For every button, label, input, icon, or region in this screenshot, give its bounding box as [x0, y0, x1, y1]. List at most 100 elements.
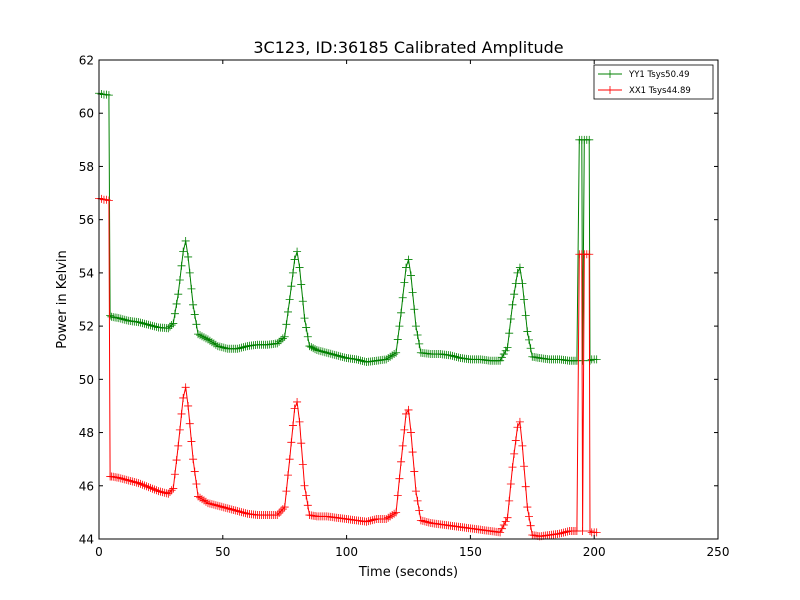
data-point	[287, 282, 296, 291]
data-point	[415, 339, 424, 348]
data-point	[397, 308, 406, 317]
y-tick-label: 44	[79, 533, 94, 547]
data-point	[120, 475, 129, 484]
x-tick-label: 0	[95, 545, 103, 559]
data-point	[138, 319, 147, 328]
data-point	[235, 344, 244, 353]
data-point	[557, 529, 566, 538]
data-point	[152, 322, 161, 331]
legend-label: YY1 Tsys50.49	[628, 70, 690, 80]
data-point	[106, 311, 115, 320]
data-point	[592, 355, 601, 364]
data-point	[561, 528, 570, 537]
data-point	[219, 343, 228, 352]
data-point	[187, 437, 196, 446]
series-0	[95, 89, 601, 367]
data-point	[146, 483, 155, 492]
data-point	[510, 449, 519, 458]
data-point	[136, 479, 145, 488]
data-point	[410, 305, 419, 314]
data-point	[521, 482, 530, 491]
data-point	[169, 319, 178, 328]
data-point	[287, 438, 296, 447]
data-point	[223, 504, 232, 513]
data-point	[194, 330, 203, 339]
data-point	[454, 353, 463, 362]
data-point	[231, 506, 240, 515]
data-point	[497, 524, 506, 533]
data-point	[508, 463, 517, 472]
data-point	[510, 290, 519, 299]
data-point	[555, 529, 564, 538]
data-point	[332, 351, 341, 360]
data-point	[411, 322, 420, 331]
data-point	[402, 263, 411, 272]
data-point	[515, 417, 524, 426]
data-point	[496, 356, 505, 365]
data-point	[154, 487, 163, 496]
data-point	[322, 348, 331, 357]
data-point	[169, 484, 178, 493]
data-point	[209, 500, 218, 509]
data-point	[358, 356, 367, 365]
data-point	[585, 135, 594, 144]
data-point	[273, 511, 282, 520]
data-point	[406, 428, 415, 437]
data-point	[300, 314, 309, 323]
data-point	[416, 516, 425, 525]
legend-label: XX1 Tsys44.89	[629, 86, 691, 96]
x-axis-label: Time (seconds)	[358, 565, 458, 580]
data-point	[352, 355, 361, 364]
data-point	[520, 295, 529, 304]
data-point	[207, 500, 216, 509]
data-point	[297, 280, 306, 289]
y-tick-label: 56	[79, 213, 94, 227]
data-point	[408, 288, 417, 297]
data-point	[368, 516, 377, 525]
x-tick-label: 200	[583, 545, 606, 559]
data-point	[136, 318, 145, 327]
data-point	[146, 321, 155, 330]
data-point	[114, 473, 123, 482]
data-point	[303, 501, 312, 510]
data-point	[275, 337, 284, 346]
data-point	[219, 503, 228, 512]
data-point	[184, 401, 193, 410]
data-point	[150, 485, 159, 494]
data-point	[213, 342, 222, 351]
series-1	[95, 194, 601, 541]
data-point	[390, 509, 399, 518]
data-point	[503, 513, 512, 522]
data-point	[390, 350, 399, 359]
data-point	[128, 477, 137, 486]
data-point	[221, 503, 230, 512]
data-point	[280, 503, 289, 512]
data-point	[320, 348, 329, 357]
data-point	[239, 343, 248, 352]
data-point	[185, 419, 194, 428]
data-point	[506, 480, 515, 489]
data-point	[499, 350, 508, 359]
data-point	[395, 322, 404, 331]
data-point	[126, 476, 135, 485]
plot-frame	[98, 59, 719, 540]
data-point	[201, 497, 210, 506]
data-point	[221, 344, 230, 353]
data-point	[305, 342, 314, 351]
data-point	[124, 476, 133, 485]
data-point	[338, 352, 347, 361]
data-point	[213, 501, 222, 510]
data-point	[144, 483, 153, 492]
data-point	[229, 505, 238, 514]
data-point	[450, 352, 459, 361]
data-point	[217, 343, 226, 352]
data-point	[285, 295, 294, 304]
data-point	[122, 316, 131, 325]
data-point	[280, 332, 289, 341]
data-point	[227, 505, 236, 514]
data-point	[400, 425, 409, 434]
data-point	[290, 255, 299, 264]
data-point	[284, 307, 293, 316]
data-point	[158, 488, 167, 497]
data-point	[285, 455, 294, 464]
